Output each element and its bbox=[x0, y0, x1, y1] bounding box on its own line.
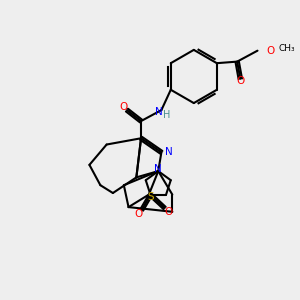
Text: N: N bbox=[154, 164, 162, 174]
Text: N: N bbox=[165, 147, 173, 157]
Text: CH₃: CH₃ bbox=[278, 44, 295, 53]
Text: O: O bbox=[236, 76, 244, 86]
Text: O: O bbox=[134, 209, 142, 219]
Text: O: O bbox=[164, 207, 172, 217]
Text: O: O bbox=[119, 102, 127, 112]
Text: N: N bbox=[155, 107, 163, 117]
Text: H: H bbox=[163, 110, 171, 120]
Text: S: S bbox=[147, 192, 154, 203]
Text: O: O bbox=[266, 46, 274, 56]
